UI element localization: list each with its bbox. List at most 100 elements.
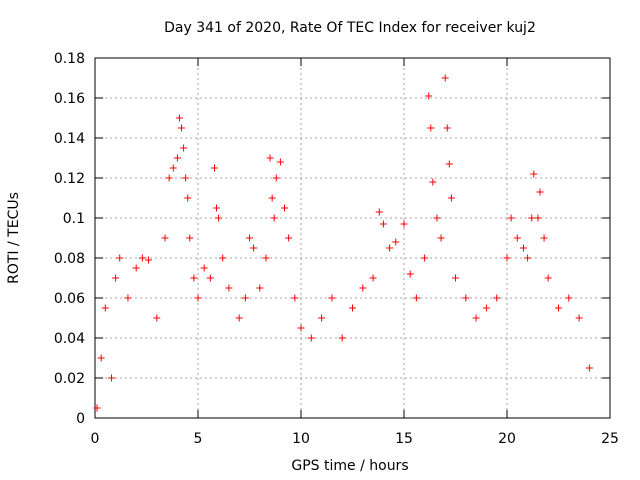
- y-tick-label: 0.08: [54, 251, 85, 267]
- y-tick-label: 0.16: [54, 91, 85, 107]
- x-tick-label: 20: [498, 431, 516, 447]
- data-point: [452, 274, 459, 282]
- data-point: [266, 154, 274, 162]
- data-point: [107, 374, 115, 382]
- data-point: [493, 294, 501, 302]
- data-point: [318, 314, 326, 322]
- data-point: [507, 214, 515, 222]
- data-point: [375, 208, 383, 216]
- data-point: [555, 304, 562, 312]
- data-point: [180, 144, 188, 152]
- data-point: [421, 254, 429, 262]
- data-point: [145, 256, 153, 264]
- data-point: [307, 334, 315, 342]
- data-point: [400, 220, 408, 228]
- data-point: [328, 294, 336, 302]
- data-point: [482, 304, 490, 312]
- data-point: [194, 294, 202, 302]
- plot-frame: [94, 57, 611, 419]
- y-tick-label: 0.04: [54, 331, 85, 347]
- data-point: [124, 294, 132, 302]
- data-point: [153, 314, 161, 322]
- data-point: [175, 114, 183, 122]
- data-point: [101, 304, 109, 312]
- data-point: [97, 354, 105, 362]
- data-point: [276, 158, 284, 166]
- chart-title: Day 341 of 2020, Rate Of TEC Index for r…: [164, 20, 536, 36]
- data-point: [213, 204, 221, 212]
- y-tick-label: 0.12: [54, 171, 85, 187]
- data-point: [386, 244, 394, 252]
- data-point: [161, 234, 169, 242]
- data-point: [540, 234, 548, 242]
- data-point: [530, 170, 538, 178]
- axis-ticks: [94, 57, 611, 419]
- data-point: [297, 324, 305, 332]
- data-point: [178, 124, 186, 132]
- grid-lines: [95, 58, 610, 418]
- data-point: [441, 74, 449, 82]
- data-point: [184, 194, 192, 202]
- data-point: [437, 234, 445, 242]
- data-point: [112, 274, 120, 282]
- y-tick-label: 0: [76, 411, 85, 427]
- x-tick-label: 25: [601, 431, 619, 447]
- data-point: [241, 294, 249, 302]
- x-axis-label: GPS time / hours: [291, 458, 408, 474]
- data-point: [338, 334, 346, 342]
- data-point: [132, 264, 140, 272]
- data-point: [250, 244, 258, 252]
- y-tick-label: 0.14: [54, 131, 85, 147]
- data-point: [116, 254, 124, 262]
- data-point: [93, 404, 101, 412]
- data-point: [173, 154, 181, 162]
- data-point: [472, 314, 480, 322]
- data-point: [268, 194, 276, 202]
- data-point: [225, 284, 233, 292]
- x-tick-label: 10: [292, 431, 310, 447]
- data-point: [359, 284, 367, 292]
- data-point: [200, 264, 208, 272]
- data-point: [575, 314, 583, 322]
- data-point: [447, 194, 455, 202]
- data-point: [536, 188, 544, 196]
- data-point: [379, 220, 387, 228]
- data-point: [462, 294, 470, 302]
- y-tick-label: 0.18: [54, 51, 85, 67]
- data-point: [219, 254, 227, 262]
- data-point: [165, 174, 173, 182]
- data-point: [272, 174, 280, 182]
- x-tick-labels: 0 5 10 15 20 25: [91, 431, 619, 447]
- data-point: [524, 254, 532, 262]
- data-point: [369, 274, 377, 282]
- x-tick-label: 0: [91, 431, 100, 447]
- data-point: [445, 160, 453, 168]
- data-point: [210, 164, 218, 172]
- data-point: [349, 304, 356, 312]
- data-point: [425, 92, 433, 100]
- data-point: [186, 234, 194, 242]
- data-point: [534, 214, 542, 222]
- data-point: [585, 364, 593, 372]
- x-tick-label: 5: [194, 431, 203, 447]
- data-point: [190, 274, 198, 282]
- data-point: [443, 124, 451, 132]
- data-point: [392, 238, 400, 246]
- data-point: [215, 214, 223, 222]
- x-tick-label: 15: [395, 431, 413, 447]
- data-point: [182, 174, 190, 182]
- y-axis-label: ROTI / TECUs: [6, 192, 22, 284]
- y-tick-label: 0.1: [63, 211, 85, 227]
- data-point: [281, 204, 289, 212]
- data-point: [412, 294, 420, 302]
- data-point: [429, 178, 437, 186]
- data-point: [262, 254, 270, 262]
- data-point: [503, 254, 511, 262]
- data-point: [169, 164, 177, 172]
- data-point: [206, 274, 214, 282]
- data-point: [544, 274, 552, 282]
- data-point: [427, 124, 435, 132]
- data-point: [406, 270, 414, 278]
- data-point: [246, 234, 253, 242]
